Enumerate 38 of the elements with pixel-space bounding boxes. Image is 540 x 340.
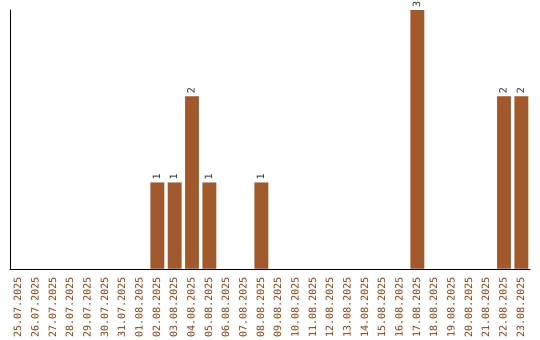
x-tick-label: 22.08.2025 — [498, 276, 510, 338]
x-tick-label: 09.08.2025 — [273, 276, 284, 338]
x-tick-label: 04.08.2025 — [186, 276, 198, 338]
x-tick-label: 20.08.2025 — [464, 276, 475, 338]
x-tick-label: 06.08.2025 — [221, 276, 232, 338]
x-tick-label: 29.07.2025 — [82, 276, 94, 338]
x-tick-label: 17.08.2025 — [412, 276, 423, 338]
data-label: 1 — [152, 174, 163, 180]
x-tick-label: 19.08.2025 — [446, 276, 458, 338]
x-tick-label: 31.07.2025 — [117, 276, 128, 338]
x-tick-label: 01.08.2025 — [134, 276, 146, 338]
x-tick-label: 21.08.2025 — [481, 276, 492, 338]
data-label: 2 — [516, 87, 527, 94]
x-tick-label: 18.08.2025 — [429, 276, 440, 338]
x-tick-label: 12.08.2025 — [325, 276, 336, 338]
x-tick-label: 26.07.2025 — [30, 276, 42, 338]
data-label: 2 — [186, 87, 198, 94]
x-tick-label: 02.08.2025 — [152, 276, 163, 338]
x-tick-label: 16.08.2025 — [394, 276, 406, 338]
data-label: 2 — [498, 87, 510, 94]
x-tick-label: 23.08.2025 — [516, 276, 527, 338]
data-label: 3 — [412, 0, 423, 7]
x-tick-label: 25.07.2025 — [13, 276, 24, 338]
x-tick-label: 30.07.2025 — [100, 276, 111, 338]
x-tick-label: 05.08.2025 — [204, 276, 215, 338]
x-tick-label: 07.08.2025 — [238, 276, 250, 338]
x-tick-label: 14.08.2025 — [360, 276, 371, 338]
x-tick-label: 03.08.2025 — [169, 276, 180, 338]
data-label: 1 — [204, 174, 215, 180]
x-tick-label: 10.08.2025 — [290, 276, 302, 338]
x-tick-label: 28.07.2025 — [65, 276, 76, 338]
x-tick-label: 13.08.2025 — [342, 276, 354, 338]
data-label: 1 — [256, 174, 267, 180]
x-tick-label: 15.08.2025 — [377, 276, 388, 338]
data-label: 1 — [169, 174, 180, 180]
x-tick-label: 08.08.2025 — [256, 276, 267, 338]
x-tick-label: 27.07.2025 — [48, 276, 59, 338]
x-tick-label: 11.08.2025 — [308, 276, 319, 338]
